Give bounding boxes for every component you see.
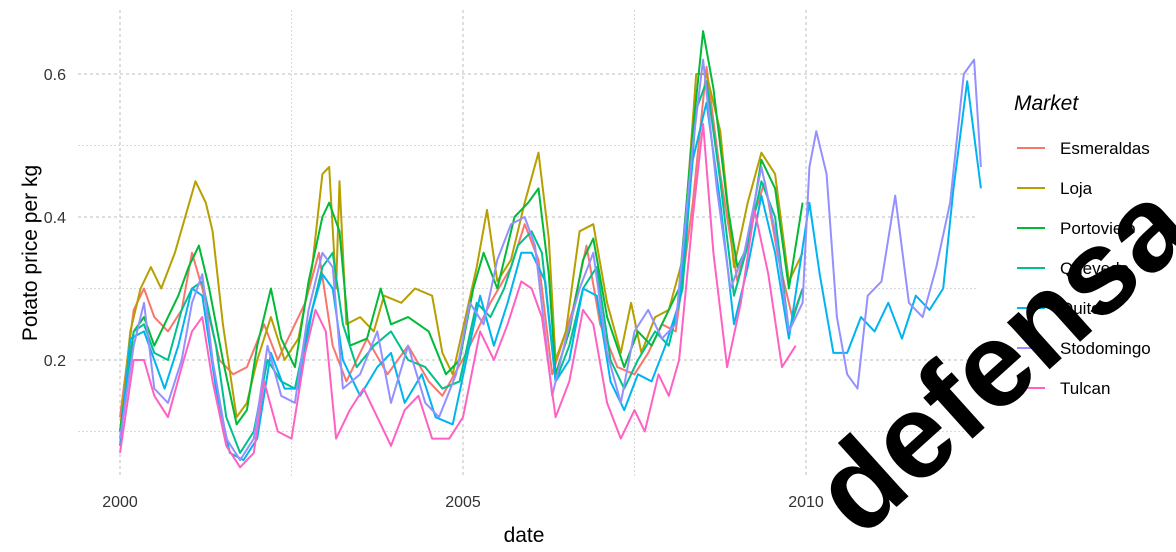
y-tick-label: 0.4 bbox=[44, 210, 66, 227]
legend-items: Esmeraldas Loja Portoviejo Quevedo Quito Stod… bbox=[1017, 139, 1151, 398]
legend-label-stodomingo: Stodomingo bbox=[1060, 339, 1151, 358]
y-axis-title: Potato price per kg bbox=[19, 165, 42, 341]
x-tick-label: 2005 bbox=[445, 494, 481, 511]
x-axis-title: date bbox=[504, 524, 545, 547]
series-line-loja bbox=[119, 73, 804, 432]
y-tick-label: 0.2 bbox=[44, 353, 66, 370]
series-lines bbox=[119, 30, 982, 469]
legend-label-loja: Loja bbox=[1060, 179, 1093, 198]
x-tick-label: 2000 bbox=[102, 494, 138, 511]
legend-label-esmeraldas: Esmeraldas bbox=[1060, 139, 1150, 158]
series-line-tulcan bbox=[119, 123, 797, 469]
legend: Market Esmeraldas Loja Portoviejo Quevedo Qu… bbox=[1014, 92, 1151, 398]
x-tick-label: 2010 bbox=[788, 494, 824, 511]
grid-lines bbox=[78, 10, 978, 478]
series-line-stodomingo bbox=[119, 58, 982, 462]
series-line-esmeraldas bbox=[119, 65, 804, 418]
legend-title: Market bbox=[1014, 92, 1079, 115]
legend-label-portoviejo: Portoviejo bbox=[1060, 219, 1136, 238]
legend-label-tulcan: Tulcan bbox=[1060, 379, 1110, 398]
y-tick-label: 0.6 bbox=[44, 67, 66, 84]
series-line-quito bbox=[119, 80, 982, 462]
tick-labels: 2000 2005 2010 0.2 0.4 0.6 bbox=[44, 67, 824, 511]
legend-label-quito: Quito bbox=[1060, 299, 1101, 318]
legend-label-quevedo: Quevedo bbox=[1060, 259, 1129, 278]
